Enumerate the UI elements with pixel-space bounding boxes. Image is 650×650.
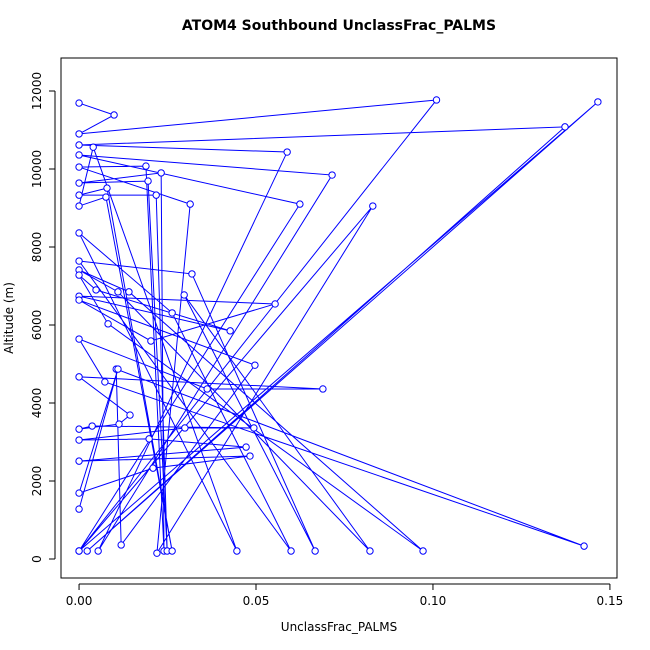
- data-point: [75, 163, 83, 171]
- data-point: [311, 547, 319, 555]
- x-tick-label: 0.05: [243, 594, 270, 608]
- y-tick-label: 12000: [30, 72, 44, 110]
- data-point: [283, 148, 291, 156]
- data-point: [75, 271, 83, 279]
- data-point: [319, 385, 327, 393]
- data-point: [157, 169, 165, 177]
- data-point: [75, 229, 83, 237]
- data-point: [271, 300, 279, 308]
- data-point: [203, 385, 211, 393]
- data-point: [369, 202, 377, 210]
- data-point: [147, 337, 155, 345]
- data-point: [561, 123, 569, 131]
- data-point: [101, 378, 109, 386]
- data-point: [152, 191, 160, 199]
- data-point: [75, 505, 83, 513]
- data-point: [103, 184, 111, 192]
- data-point: [75, 257, 83, 265]
- data-point: [114, 365, 122, 373]
- data-point: [126, 411, 134, 419]
- y-tick-label: 2000: [30, 466, 44, 497]
- y-tick-label: 6000: [30, 310, 44, 341]
- data-point: [246, 452, 254, 460]
- data-point: [75, 99, 83, 107]
- data-point: [287, 547, 295, 555]
- data-point: [75, 457, 83, 465]
- data-point: [75, 130, 83, 138]
- data-point: [168, 309, 176, 317]
- data-point: [75, 296, 83, 304]
- data-point: [145, 435, 153, 443]
- data-point: [296, 200, 304, 208]
- data-point: [75, 141, 83, 149]
- data-point: [125, 288, 133, 296]
- data-point: [88, 422, 96, 430]
- data-point: [168, 547, 176, 555]
- data-point: [181, 424, 189, 432]
- x-tick-label: 0.00: [66, 594, 93, 608]
- data-point: [75, 425, 83, 433]
- chart-title: ATOM4 Southbound UnclassFrac_PALMS: [182, 18, 496, 34]
- data-point: [75, 436, 83, 444]
- data-point: [250, 424, 258, 432]
- data-point: [180, 291, 188, 299]
- data-point: [114, 288, 122, 296]
- data-point: [75, 191, 83, 199]
- data-point: [432, 96, 441, 104]
- data-point: [89, 143, 97, 151]
- data-point: [242, 443, 250, 451]
- x-tick-label: 0.15: [597, 594, 624, 608]
- data-point: [83, 547, 91, 555]
- y-tick-label: 10000: [30, 150, 44, 188]
- plot-frame: [60, 57, 618, 579]
- data-point: [75, 335, 83, 343]
- x-tick-label: 0.10: [420, 594, 447, 608]
- data-point: [251, 361, 259, 369]
- data-point: [188, 270, 196, 278]
- data-point: [419, 547, 427, 555]
- data-point: [75, 547, 83, 555]
- data-point: [117, 541, 125, 549]
- data-point: [102, 193, 110, 201]
- y-tick-label: 0: [30, 555, 44, 563]
- data-point: [594, 98, 602, 106]
- data-point: [110, 111, 118, 119]
- data-point: [149, 464, 157, 472]
- data-point: [115, 420, 123, 428]
- data-point: [75, 151, 83, 159]
- data-point: [153, 549, 161, 557]
- data-point: [226, 327, 234, 335]
- data-point: [580, 542, 588, 550]
- data-point: [328, 171, 336, 179]
- data-point: [75, 179, 83, 187]
- data-point: [92, 286, 100, 294]
- data-point: [366, 547, 374, 555]
- y-tick-label: 8000: [30, 232, 44, 263]
- y-tick-label: 4000: [30, 388, 44, 419]
- data-point: [75, 373, 83, 381]
- data-point: [142, 162, 150, 170]
- data-point: [75, 489, 83, 497]
- data-point: [104, 320, 112, 328]
- data-point: [186, 200, 194, 208]
- y-axis-label: Altitude (m): [2, 282, 16, 354]
- x-axis-label: UnclassFrac_PALMS: [281, 620, 397, 634]
- data-point: [75, 202, 83, 210]
- data-point: [233, 547, 241, 555]
- data-point: [94, 547, 102, 555]
- data-point: [144, 177, 152, 185]
- data-line: [77, 99, 599, 554]
